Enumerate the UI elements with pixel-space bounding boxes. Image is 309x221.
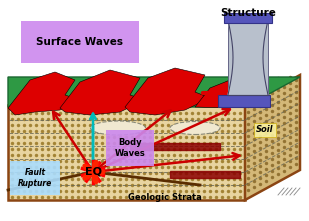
Bar bbox=[228, 20, 268, 95]
Polygon shape bbox=[83, 160, 105, 183]
Polygon shape bbox=[245, 75, 300, 200]
Polygon shape bbox=[8, 72, 80, 115]
Text: Soil: Soil bbox=[256, 126, 274, 135]
Polygon shape bbox=[105, 82, 140, 108]
Bar bbox=[218, 95, 270, 107]
Text: Geologic Strata: Geologic Strata bbox=[128, 192, 202, 202]
Polygon shape bbox=[170, 171, 240, 178]
Text: Body
Waves: Body Waves bbox=[115, 138, 145, 158]
Polygon shape bbox=[228, 20, 268, 95]
Bar bbox=[224, 13, 272, 23]
Polygon shape bbox=[30, 85, 70, 108]
Text: Fault
Rupture: Fault Rupture bbox=[18, 168, 52, 188]
Polygon shape bbox=[125, 68, 210, 115]
Polygon shape bbox=[195, 80, 240, 108]
Polygon shape bbox=[8, 77, 300, 107]
Text: Structure: Structure bbox=[220, 8, 276, 18]
Ellipse shape bbox=[170, 122, 220, 135]
Polygon shape bbox=[8, 105, 245, 200]
Text: EQ: EQ bbox=[84, 167, 101, 177]
Polygon shape bbox=[130, 143, 220, 150]
Text: Surface Waves: Surface Waves bbox=[36, 37, 124, 47]
Ellipse shape bbox=[91, 121, 146, 135]
Polygon shape bbox=[60, 70, 145, 115]
